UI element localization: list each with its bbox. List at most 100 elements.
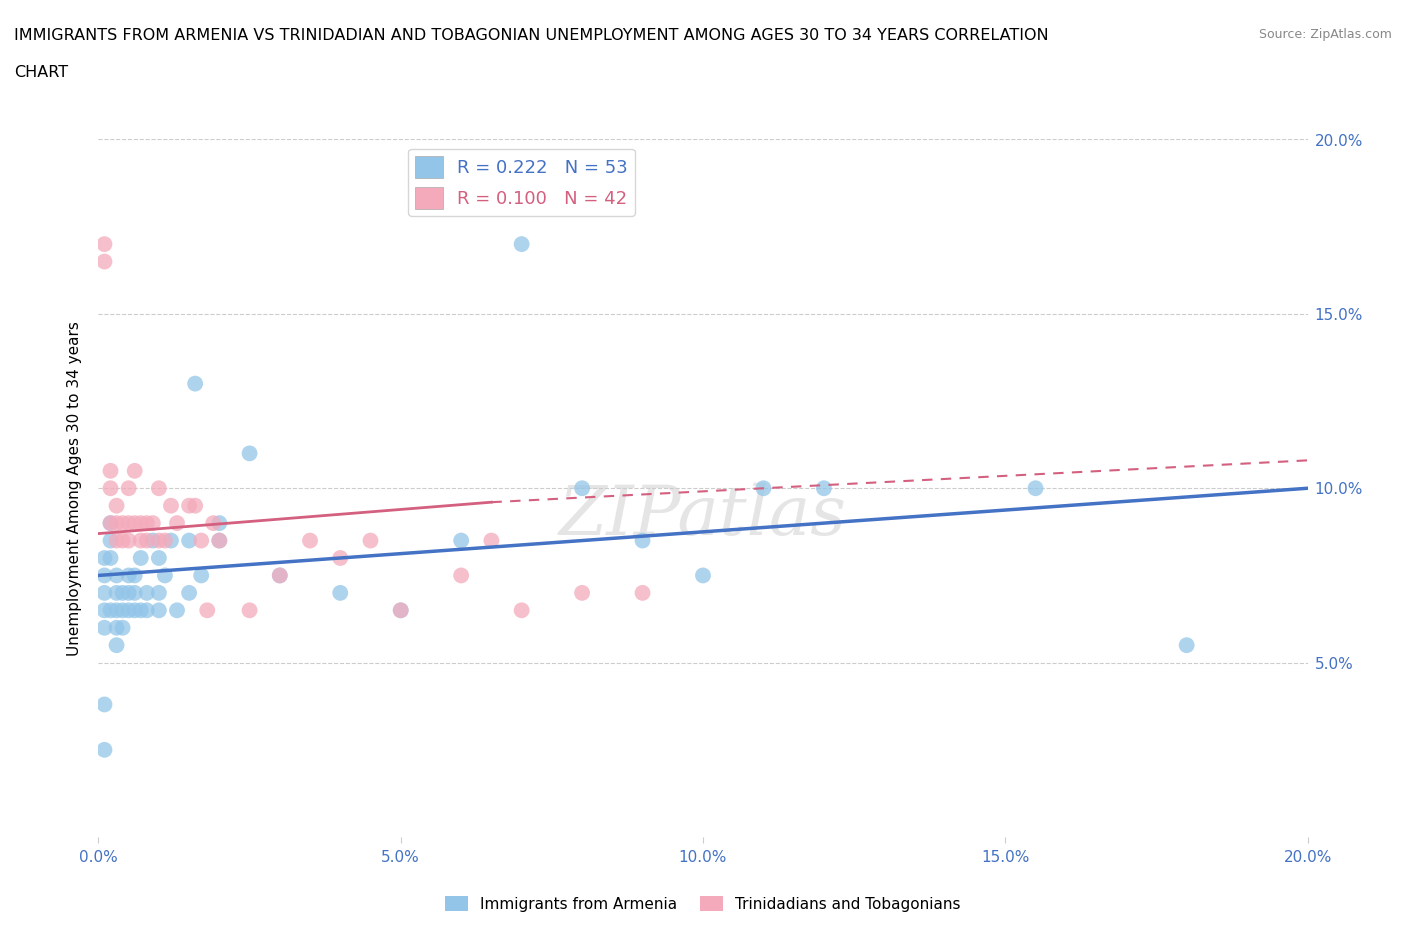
Point: [129, 603, 152, 618]
Point: [481, 533, 503, 548]
Point: [124, 515, 146, 530]
Point: [93, 698, 115, 712]
Point: [299, 533, 322, 548]
Point: [124, 603, 146, 618]
Point: [184, 498, 207, 513]
Point: [118, 586, 141, 601]
Point: [105, 586, 128, 601]
Point: [129, 551, 152, 565]
Point: [631, 533, 654, 548]
Legend: R = 0.222   N = 53, R = 0.100   N = 42: R = 0.222 N = 53, R = 0.100 N = 42: [408, 149, 636, 216]
Point: [510, 603, 533, 618]
Point: [179, 586, 201, 601]
Point: [184, 377, 207, 392]
Point: [100, 481, 122, 496]
Point: [239, 603, 262, 618]
Point: [93, 603, 115, 618]
Text: IMMIGRANTS FROM ARMENIA VS TRINIDADIAN AND TOBAGONIAN UNEMPLOYMENT AMONG AGES 30: IMMIGRANTS FROM ARMENIA VS TRINIDADIAN A…: [14, 28, 1049, 43]
Point: [148, 533, 170, 548]
Point: [148, 551, 170, 565]
Point: [124, 568, 146, 583]
Point: [135, 603, 157, 618]
Text: ZIPatlas: ZIPatlas: [560, 483, 846, 550]
Point: [148, 603, 170, 618]
Point: [160, 533, 183, 548]
Point: [202, 515, 225, 530]
Point: [111, 515, 134, 530]
Point: [160, 498, 183, 513]
Point: [450, 568, 472, 583]
Point: [118, 481, 141, 496]
Point: [105, 515, 128, 530]
Point: [135, 515, 157, 530]
Point: [571, 481, 593, 496]
Point: [118, 515, 141, 530]
Point: [142, 515, 165, 530]
Point: [129, 533, 152, 548]
Point: [124, 463, 146, 478]
Point: [329, 551, 352, 565]
Text: Source: ZipAtlas.com: Source: ZipAtlas.com: [1258, 28, 1392, 41]
Point: [179, 498, 201, 513]
Point: [93, 742, 115, 757]
Point: [571, 586, 593, 601]
Point: [124, 586, 146, 601]
Point: [129, 515, 152, 530]
Point: [111, 586, 134, 601]
Point: [93, 551, 115, 565]
Point: [179, 533, 201, 548]
Point: [631, 586, 654, 601]
Point: [135, 586, 157, 601]
Point: [360, 533, 382, 548]
Point: [105, 533, 128, 548]
Point: [100, 603, 122, 618]
Point: [752, 481, 775, 496]
Point: [93, 586, 115, 601]
Text: CHART: CHART: [14, 65, 67, 80]
Point: [135, 533, 157, 548]
Point: [813, 481, 835, 496]
Point: [105, 568, 128, 583]
Point: [329, 586, 352, 601]
Point: [111, 603, 134, 618]
Point: [1024, 481, 1046, 496]
Point: [93, 620, 115, 635]
Point: [118, 568, 141, 583]
Point: [389, 603, 412, 618]
Point: [105, 620, 128, 635]
Point: [100, 551, 122, 565]
Point: [93, 568, 115, 583]
Point: [100, 515, 122, 530]
Point: [93, 254, 115, 269]
Point: [100, 463, 122, 478]
Point: [190, 533, 212, 548]
Point: [118, 533, 141, 548]
Point: [153, 533, 176, 548]
Point: [148, 586, 170, 601]
Point: [389, 603, 412, 618]
Point: [105, 498, 128, 513]
Y-axis label: Unemployment Among Ages 30 to 34 years: Unemployment Among Ages 30 to 34 years: [67, 321, 83, 656]
Point: [190, 568, 212, 583]
Point: [111, 533, 134, 548]
Point: [208, 515, 231, 530]
Point: [142, 533, 165, 548]
Point: [105, 638, 128, 653]
Point: [269, 568, 291, 583]
Point: [239, 446, 262, 461]
Point: [208, 533, 231, 548]
Point: [269, 568, 291, 583]
Point: [166, 515, 188, 530]
Point: [118, 603, 141, 618]
Point: [100, 533, 122, 548]
Point: [166, 603, 188, 618]
Point: [111, 620, 134, 635]
Point: [148, 481, 170, 496]
Point: [153, 568, 176, 583]
Legend: Immigrants from Armenia, Trinidadians and Tobagonians: Immigrants from Armenia, Trinidadians an…: [439, 889, 967, 918]
Point: [105, 603, 128, 618]
Point: [100, 515, 122, 530]
Point: [692, 568, 714, 583]
Point: [1175, 638, 1198, 653]
Point: [195, 603, 218, 618]
